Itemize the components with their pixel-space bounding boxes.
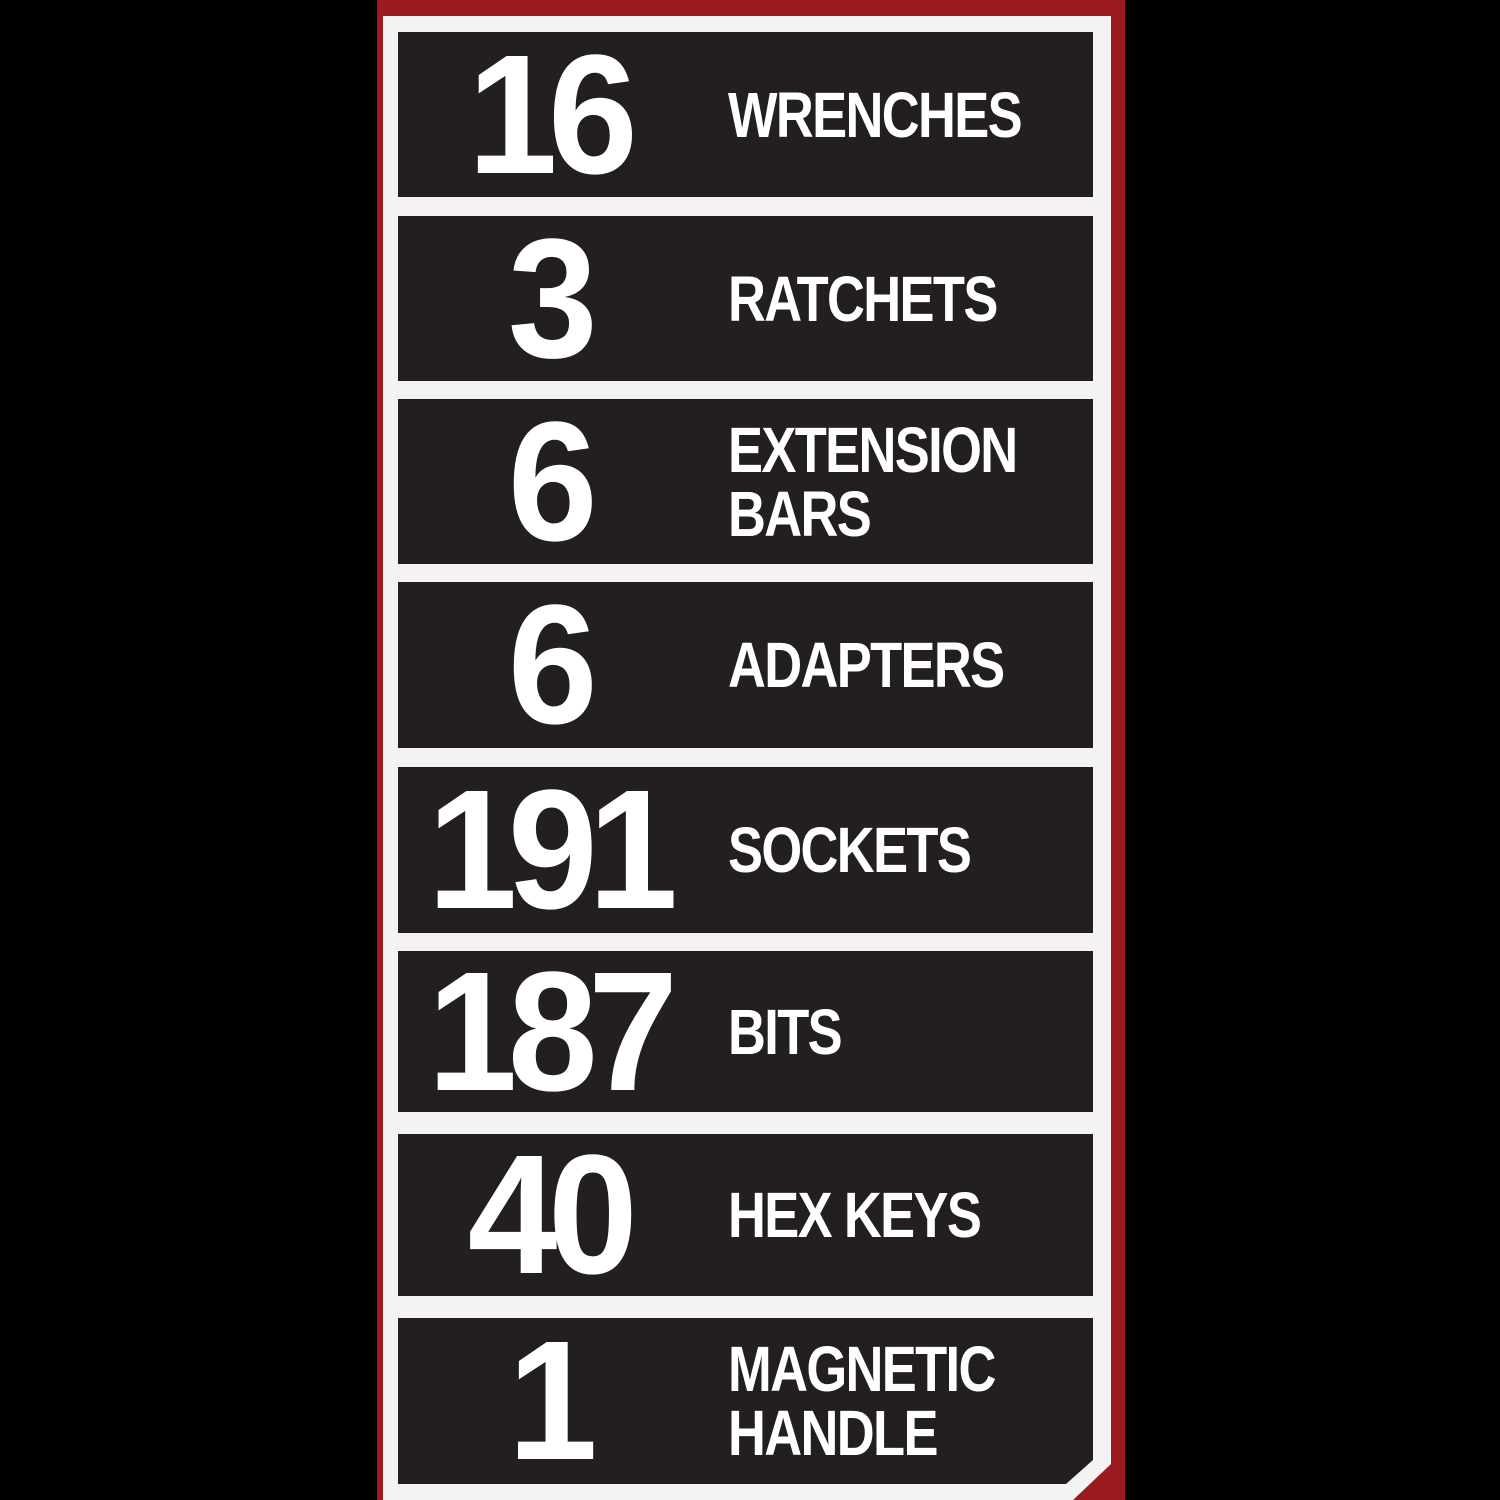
item-row-wrenches: 16 WRENCHES bbox=[398, 19, 1093, 210]
item-row-adapters: 6 ADAPTERS bbox=[398, 570, 1093, 760]
item-count: 6 bbox=[507, 386, 598, 577]
item-label: ADAPTERS bbox=[728, 629, 1005, 701]
item-row-ratchets: 3 RATCHETS bbox=[398, 203, 1093, 394]
item-count: 6 bbox=[507, 570, 598, 760]
item-row-extension-bars: 6 EXTENSION BARS bbox=[398, 386, 1093, 577]
item-row-hex-keys: 40 HEX KEYS bbox=[398, 1130, 1093, 1300]
item-count: 1 bbox=[507, 1306, 598, 1496]
item-label: WRENCHES bbox=[728, 78, 1023, 151]
item-label: EXTENSION BARS bbox=[728, 413, 1018, 550]
item-count: 3 bbox=[507, 203, 598, 394]
item-count: 16 bbox=[467, 19, 638, 210]
item-row-magnetic-handle: 1 MAGNETIC HANDLE bbox=[398, 1318, 1093, 1484]
item-label: SOCKETS bbox=[728, 814, 972, 886]
item-count: 40 bbox=[467, 1120, 638, 1310]
item-label: HEX KEYS bbox=[728, 1179, 982, 1251]
item-count: 191 bbox=[427, 755, 678, 945]
item-label: MAGNETIC HANDLE bbox=[728, 1333, 996, 1469]
item-row-sockets: 191 SOCKETS bbox=[398, 755, 1093, 945]
item-row-bits: 187 BITS bbox=[398, 947, 1093, 1117]
item-label: RATCHETS bbox=[728, 262, 998, 335]
item-label: BITS bbox=[728, 995, 843, 1068]
item-count: 187 bbox=[427, 936, 678, 1127]
